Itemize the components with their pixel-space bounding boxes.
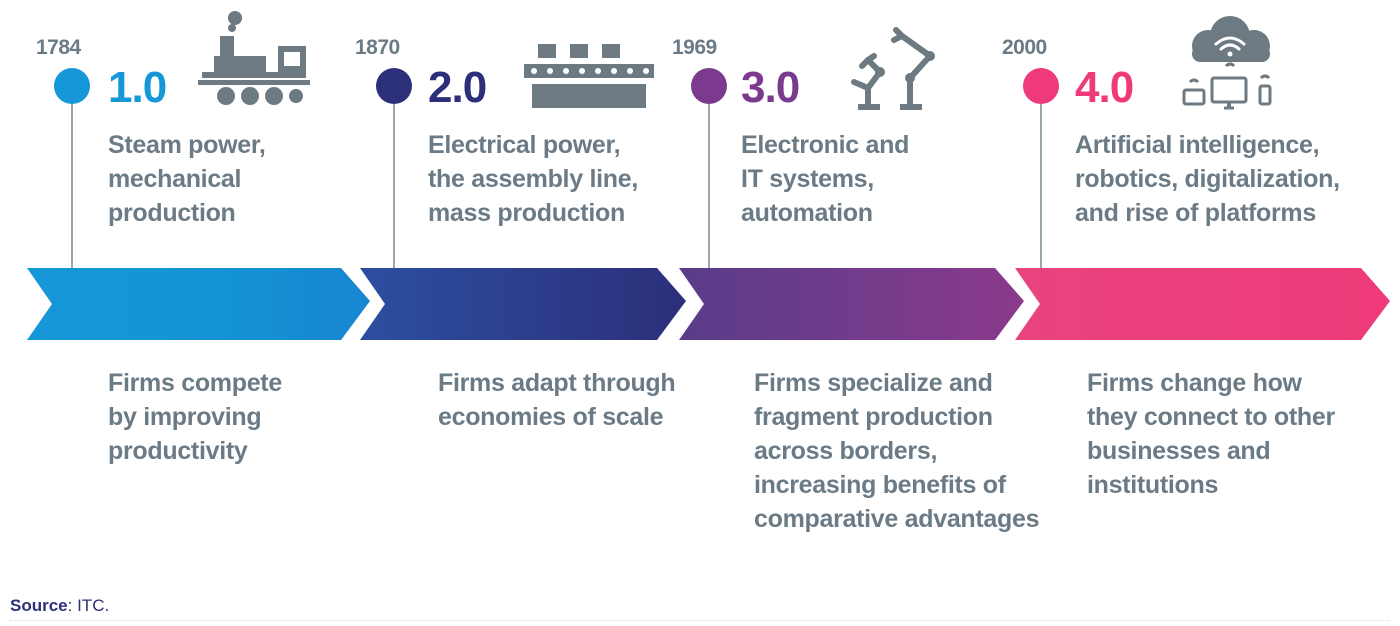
steam-locomotive-icon bbox=[198, 11, 310, 105]
source-label: Source bbox=[10, 596, 68, 615]
era-2-stem bbox=[393, 104, 395, 268]
era-1-marker bbox=[54, 68, 90, 104]
era-1-effect: Firms compete by improving productivity bbox=[108, 369, 282, 465]
era-4-headline: Artificial intelligence, robotics, digit… bbox=[1075, 131, 1340, 227]
era-3-stem bbox=[708, 104, 710, 268]
era-1-stem bbox=[71, 104, 73, 268]
era-2-year: 1870 bbox=[355, 36, 400, 59]
source-note: Source: ITC. bbox=[10, 596, 109, 616]
era-3-effect: Firms specialize and fragment production… bbox=[754, 369, 1040, 533]
era-2-version: 2.0 bbox=[428, 63, 487, 112]
era-4-stem bbox=[1040, 104, 1042, 268]
era-1-year: 1784 bbox=[36, 36, 81, 59]
era-4-marker bbox=[1023, 68, 1059, 104]
robotic-arms-icon bbox=[851, 27, 935, 110]
era-2-arrow bbox=[360, 268, 686, 340]
era-4-arrow bbox=[1015, 268, 1390, 340]
cloud-devices-icon bbox=[1182, 16, 1272, 110]
era-3-arrow bbox=[679, 268, 1024, 340]
era-3-version: 3.0 bbox=[741, 63, 800, 112]
era-1-headline: Steam power, mechanical production bbox=[108, 131, 266, 227]
era-2-headline: Electrical power, the assembly line, mas… bbox=[428, 131, 638, 227]
era-4-version: 4.0 bbox=[1075, 63, 1134, 112]
assembly-line-icon bbox=[524, 44, 654, 108]
era-2-marker bbox=[376, 68, 412, 104]
source-text: : ITC. bbox=[67, 596, 110, 615]
era-3-year: 1969 bbox=[672, 36, 717, 59]
era-4-effect: Firms change how they connect to other b… bbox=[1087, 369, 1335, 499]
era-1-arrow bbox=[27, 268, 370, 340]
era-1-version: 1.0 bbox=[108, 63, 167, 112]
era-3-marker bbox=[691, 68, 727, 104]
era-2-effect: Firms adapt through economies of scale bbox=[438, 369, 676, 431]
bottom-divider bbox=[10, 620, 1390, 621]
era-4-year: 2000 bbox=[1002, 36, 1047, 59]
era-3-headline: Electronic and IT systems, automation bbox=[741, 131, 910, 227]
